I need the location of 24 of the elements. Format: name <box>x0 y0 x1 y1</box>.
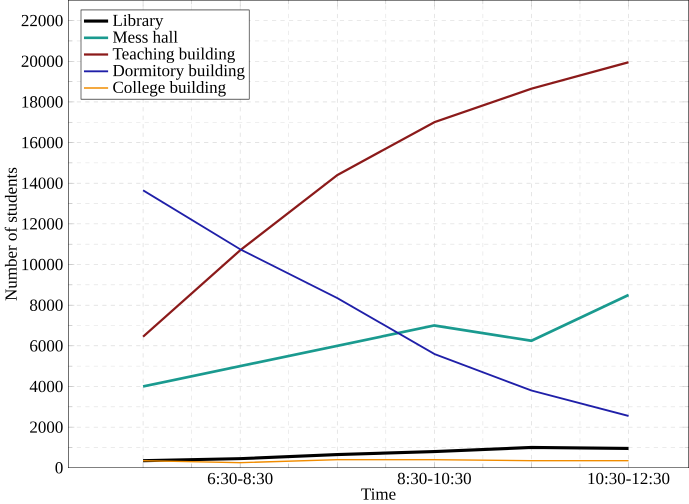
y-tick-label: 12000 <box>22 218 63 230</box>
x-tick-label: 6:30-8:30 <box>208 472 273 484</box>
y-tick-label: 14000 <box>22 177 63 189</box>
y-tick-label: 18000 <box>22 96 63 108</box>
line-series <box>142 189 630 417</box>
x-axis-title: Time <box>361 488 396 500</box>
legend-label: Library <box>112 14 164 30</box>
legend-label: Dormitory building <box>112 64 245 80</box>
legend-label: Mess hall <box>112 30 178 43</box>
y-tick-label: 0 <box>55 462 63 474</box>
y-tick-label: 20000 <box>22 55 63 67</box>
y-tick-label: 8000 <box>30 299 63 311</box>
y-tick-label: 4000 <box>30 380 63 392</box>
y-tick-label: 6000 <box>30 340 63 352</box>
x-tick-label: 10:30-12:30 <box>588 472 670 484</box>
x-tick-label: 8:30-10:30 <box>398 472 471 484</box>
y-tick-label: 22000 <box>22 14 63 26</box>
y-tick-label: 16000 <box>22 136 63 148</box>
y-tick-label: 10000 <box>22 258 63 270</box>
legend-label: College building <box>113 80 226 96</box>
y-tick-label: 2000 <box>30 421 63 433</box>
y-axis-title: Number of students <box>4 167 17 300</box>
legend-label: Teaching building <box>112 47 235 63</box>
line-series <box>142 446 630 462</box>
